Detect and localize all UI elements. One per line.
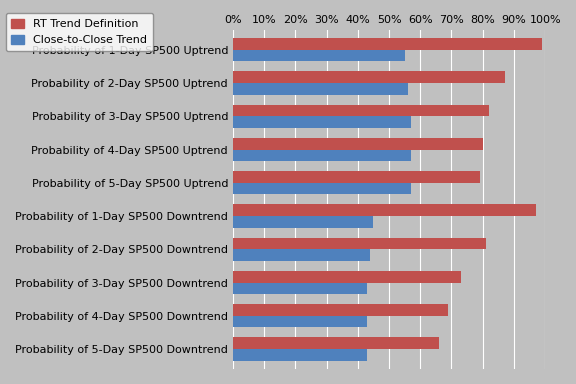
Text: 45%: 45% xyxy=(349,217,370,227)
Text: 57%: 57% xyxy=(386,117,408,127)
Text: 56%: 56% xyxy=(383,84,405,94)
Bar xyxy=(233,271,461,283)
Text: 57%: 57% xyxy=(386,151,408,161)
Bar xyxy=(233,238,486,249)
Text: 66%: 66% xyxy=(415,338,436,348)
Bar xyxy=(233,171,480,183)
Text: 79%: 79% xyxy=(455,172,476,182)
Text: 43%: 43% xyxy=(343,283,364,293)
Text: 80%: 80% xyxy=(458,139,480,149)
Text: 82%: 82% xyxy=(464,106,486,116)
Bar xyxy=(233,149,411,161)
Bar xyxy=(233,83,408,95)
Bar xyxy=(233,338,439,349)
Text: 43%: 43% xyxy=(343,317,364,327)
Bar xyxy=(233,216,373,228)
Text: 44%: 44% xyxy=(346,250,367,260)
Text: 81%: 81% xyxy=(461,238,483,248)
Bar xyxy=(233,50,405,61)
Bar xyxy=(233,71,505,83)
Text: 73%: 73% xyxy=(436,272,458,282)
Bar xyxy=(233,283,367,294)
Bar xyxy=(233,116,411,128)
Text: 43%: 43% xyxy=(343,350,364,360)
Bar xyxy=(233,249,370,261)
Bar xyxy=(233,183,411,194)
Bar xyxy=(233,38,542,50)
Bar xyxy=(233,204,536,216)
Legend: RT Trend Definition, Close-to-Close Trend: RT Trend Definition, Close-to-Close Tren… xyxy=(6,13,153,51)
Text: 57%: 57% xyxy=(386,184,408,194)
Text: 69%: 69% xyxy=(424,305,445,315)
Text: 87%: 87% xyxy=(480,72,502,82)
Bar xyxy=(233,138,483,149)
Text: 99%: 99% xyxy=(518,39,539,49)
Bar xyxy=(233,304,448,316)
Bar xyxy=(233,349,367,361)
Text: 97%: 97% xyxy=(511,205,533,215)
Bar xyxy=(233,316,367,328)
Text: 55%: 55% xyxy=(380,51,401,61)
Bar xyxy=(233,105,489,116)
